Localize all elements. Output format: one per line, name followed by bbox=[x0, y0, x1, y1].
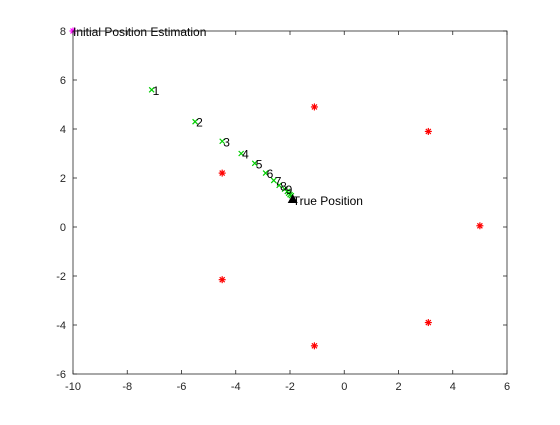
anchor-stroke bbox=[219, 170, 226, 177]
estimate-label: 1 bbox=[153, 84, 160, 98]
anchor-stroke bbox=[425, 128, 432, 135]
estimate-stroke bbox=[270, 177, 277, 184]
anchor-point bbox=[310, 342, 318, 350]
y-tick-label: 2 bbox=[60, 173, 66, 185]
estimate-stroke bbox=[192, 118, 198, 125]
x-tick-label: -6 bbox=[177, 381, 187, 393]
estimate-point bbox=[192, 118, 198, 125]
estimate-label: 8 bbox=[280, 179, 287, 193]
y-tick-label: -4 bbox=[56, 320, 66, 332]
true-position-annotation: True Position bbox=[293, 194, 363, 208]
y-tick-label: 0 bbox=[60, 222, 66, 234]
estimate-label: 3 bbox=[223, 135, 230, 149]
estimate-label: 7 bbox=[275, 174, 282, 188]
estimate-point bbox=[148, 86, 155, 93]
estimate-label: 9 bbox=[286, 183, 293, 197]
estimate-stroke bbox=[219, 138, 226, 145]
estimate-stroke bbox=[238, 150, 245, 157]
estimate-label: 2 bbox=[196, 116, 203, 130]
true-position-marker bbox=[287, 194, 298, 204]
y-tick-label: 8 bbox=[60, 26, 66, 38]
data-marks bbox=[69, 27, 484, 350]
estimate-point bbox=[251, 160, 258, 167]
estimate-point bbox=[270, 177, 277, 184]
y-tick-label: 6 bbox=[60, 75, 66, 87]
estimate-point bbox=[219, 138, 226, 145]
x-tick-label: -10 bbox=[65, 381, 81, 393]
anchor-stroke bbox=[425, 319, 432, 326]
anchor-point bbox=[218, 169, 226, 177]
estimate-label: 6 bbox=[267, 167, 274, 181]
x-tick-label: -2 bbox=[285, 381, 295, 393]
x-tick-label: 6 bbox=[504, 381, 510, 393]
initial-position-annotation: Initial Position Estimation bbox=[73, 25, 206, 39]
estimate-stroke bbox=[281, 186, 288, 192]
estimate-stroke bbox=[276, 182, 283, 189]
anchor-point bbox=[424, 319, 432, 327]
estimate-stroke bbox=[288, 192, 295, 199]
anchor-stroke bbox=[219, 276, 226, 283]
x-tick-label: 2 bbox=[395, 381, 401, 393]
estimate-label: 4 bbox=[242, 148, 249, 162]
anchor-point bbox=[310, 103, 318, 111]
x-tick-label: -8 bbox=[122, 381, 132, 393]
anchor-stroke bbox=[476, 222, 483, 229]
estimate-stroke bbox=[251, 160, 258, 167]
y-tick-label: 4 bbox=[60, 124, 66, 136]
estimate-point bbox=[262, 170, 269, 177]
estimate-stroke bbox=[262, 170, 269, 177]
estimate-stroke bbox=[148, 86, 155, 93]
y-tick-label: -6 bbox=[56, 369, 66, 381]
x-tick-label: 4 bbox=[450, 381, 456, 393]
anchor-stroke bbox=[311, 342, 318, 349]
anchor-stroke bbox=[311, 104, 318, 110]
anchor-point bbox=[424, 127, 432, 135]
x-tick-label: -4 bbox=[231, 381, 241, 393]
x-tick-label: 0 bbox=[341, 381, 347, 393]
estimate-point bbox=[276, 182, 283, 189]
anchor-point bbox=[218, 276, 226, 284]
estimate-point bbox=[238, 150, 245, 157]
y-tick-label: -2 bbox=[56, 271, 66, 283]
estimate-label: 5 bbox=[256, 157, 263, 171]
anchor-point bbox=[476, 222, 484, 230]
